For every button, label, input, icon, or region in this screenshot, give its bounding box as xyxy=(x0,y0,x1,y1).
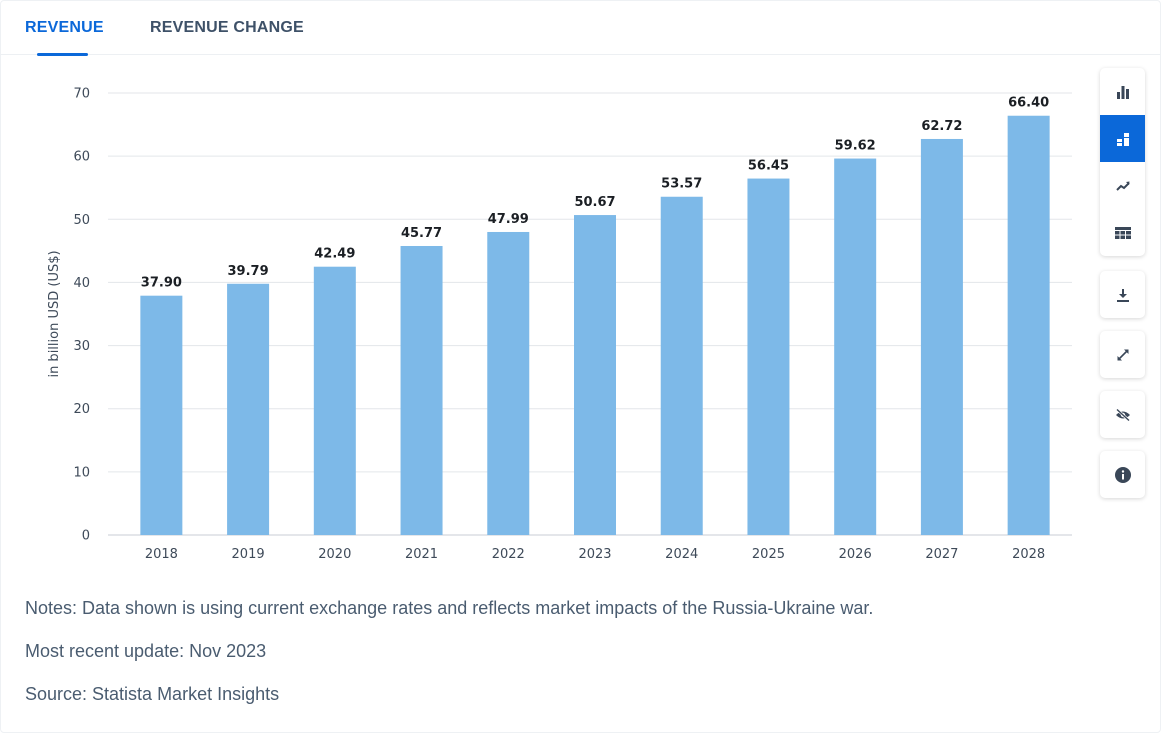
data-label: 42.49 xyxy=(314,247,355,262)
y-tick-label: 50 xyxy=(73,213,90,228)
info-button[interactable] xyxy=(1100,451,1145,498)
fullscreen-group xyxy=(1100,331,1145,378)
x-tick-label: 2020 xyxy=(318,547,351,562)
x-tick-label: 2024 xyxy=(665,547,698,562)
bar-2024[interactable] xyxy=(660,196,703,535)
x-tick-label: 2021 xyxy=(405,547,438,562)
tab-revenue[interactable]: REVENUE xyxy=(25,19,104,36)
bar-2027[interactable] xyxy=(920,138,963,535)
data-label: 45.77 xyxy=(401,226,442,241)
y-tick-label: 10 xyxy=(73,465,90,480)
data-label: 56.45 xyxy=(748,159,789,174)
y-tick-label: 40 xyxy=(73,276,90,291)
y-tick-label: 20 xyxy=(73,402,90,417)
bar-chart-icon xyxy=(1116,85,1129,99)
data-label: 47.99 xyxy=(488,212,529,227)
hide-group xyxy=(1100,391,1145,438)
trend-line-button[interactable] xyxy=(1100,162,1145,209)
chart-notes: Notes: Data shown is using current excha… xyxy=(25,598,874,618)
data-label: 53.57 xyxy=(661,177,702,192)
data-label: 62.72 xyxy=(921,119,962,134)
x-tick-label: 2026 xyxy=(839,547,872,562)
tab-revenue-change[interactable]: REVENUE CHANGE xyxy=(150,19,304,36)
stacked-bar-chart-button[interactable] xyxy=(1100,115,1145,162)
download-button[interactable] xyxy=(1100,271,1145,318)
bar-2025[interactable] xyxy=(747,178,790,535)
data-label: 66.40 xyxy=(1008,96,1049,111)
y-tick-label: 0 xyxy=(82,529,90,544)
bar-2026[interactable] xyxy=(834,158,877,535)
source-credit: Source: Statista Market Insights xyxy=(25,684,280,704)
chart-type-switcher xyxy=(1100,68,1145,256)
hide-button[interactable] xyxy=(1100,391,1145,438)
x-tick-label: 2025 xyxy=(752,547,785,562)
x-tick-label: 2019 xyxy=(232,547,265,562)
bar-2021[interactable] xyxy=(400,245,443,535)
data-label: 39.79 xyxy=(228,264,269,279)
bar-2028[interactable] xyxy=(1007,115,1050,535)
fullscreen-icon xyxy=(1117,349,1128,360)
fullscreen-button[interactable] xyxy=(1100,331,1145,378)
bar-2019[interactable] xyxy=(227,283,270,535)
data-label: 50.67 xyxy=(574,195,615,210)
trend-line-icon xyxy=(1115,181,1130,191)
data-label: 37.90 xyxy=(141,276,182,291)
table-view-button[interactable] xyxy=(1100,209,1145,256)
update-date: Most recent update: Nov 2023 xyxy=(25,641,267,661)
info-icon xyxy=(1114,466,1131,483)
y-axis-title: in billion USD (US$) xyxy=(47,250,62,377)
data-label: 59.62 xyxy=(835,139,876,154)
bar-2023[interactable] xyxy=(574,215,616,535)
tab-bar: REVENUE REVENUE CHANGE xyxy=(0,0,1161,56)
bar-chart-button[interactable] xyxy=(1100,68,1145,115)
x-tick-label: 2027 xyxy=(925,547,958,562)
revenue-bar-chart: 0 10 20 30 40 50 60 70 in billion USD (US$) 37.90… xyxy=(47,87,1072,562)
x-tick-label: 2028 xyxy=(1012,547,1045,562)
y-tick-label: 70 xyxy=(73,87,90,102)
download-group xyxy=(1100,271,1145,318)
x-tick-label: 2018 xyxy=(145,547,178,562)
y-tick-label: 60 xyxy=(73,150,90,165)
download-icon xyxy=(1116,288,1129,302)
stacked-bar-chart-icon xyxy=(1116,132,1129,146)
info-group xyxy=(1100,451,1145,498)
table-icon xyxy=(1114,226,1131,239)
y-tick-label: 30 xyxy=(73,339,90,354)
x-tick-label: 2022 xyxy=(492,547,525,562)
x-tick-label: 2023 xyxy=(578,547,611,562)
hide-icon xyxy=(1115,408,1130,421)
active-tab-indicator xyxy=(37,53,88,56)
bar-2022[interactable] xyxy=(487,231,530,536)
bar-2020[interactable] xyxy=(313,266,356,535)
bar-2018[interactable] xyxy=(140,295,183,535)
